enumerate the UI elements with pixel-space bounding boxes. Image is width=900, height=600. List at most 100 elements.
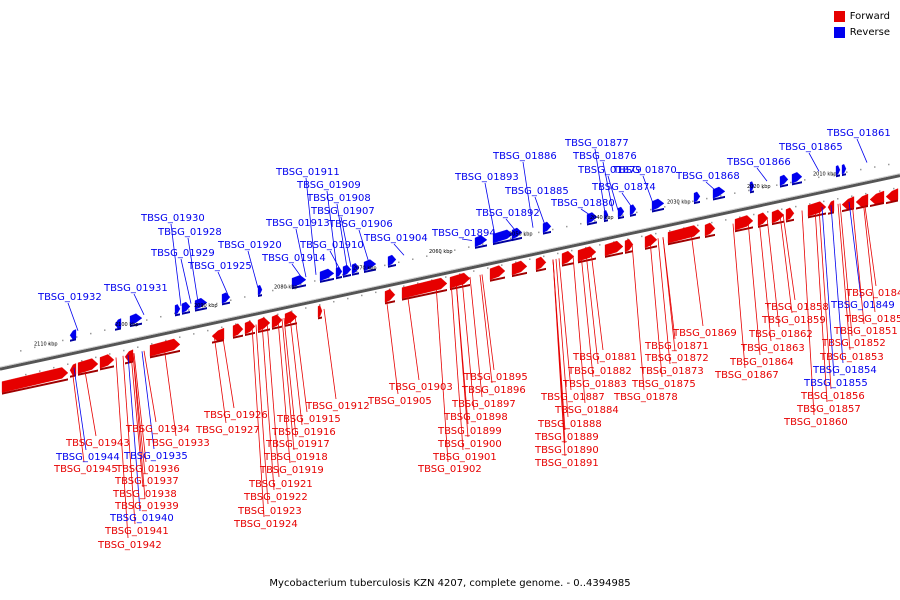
- gene-label: TBSG_01864: [729, 357, 794, 368]
- leader-line: [217, 271, 229, 296]
- leader-line: [323, 308, 337, 400]
- gene-arrow: [317, 305, 323, 318]
- leader-line: [479, 274, 493, 384]
- leader-line: [67, 302, 79, 331]
- leader-line: [801, 210, 815, 416]
- gene-label: TBSG_01868: [675, 171, 740, 182]
- genome-caption: Mycobacterium tuberculosis KZN 4207, com…: [269, 578, 631, 589]
- leader-line: [642, 175, 654, 204]
- lane-dot: [403, 285, 405, 287]
- leader-line: [580, 253, 594, 378]
- leader-line: [484, 182, 496, 236]
- gene-arrow-shadow: [336, 275, 342, 280]
- lane-dot: [762, 187, 764, 189]
- leader-line: [132, 353, 146, 500]
- lane-dot: [417, 282, 419, 284]
- leader-line: [821, 206, 835, 377]
- axis-tick-label: 2020 kbp: [747, 184, 771, 190]
- lane-dot: [818, 176, 820, 179]
- lane-dot: [53, 366, 55, 369]
- gene-arrow: [489, 265, 506, 280]
- gene-label: TBSG_01871: [644, 341, 709, 352]
- gene-label: TBSG_01859: [761, 315, 826, 326]
- leader-line: [295, 228, 307, 278]
- lane-dot: [20, 350, 22, 352]
- gene-label: TBSG_01849: [830, 300, 895, 311]
- gene-arrow: [99, 354, 115, 369]
- gene-label: TBSG_01899: [437, 426, 502, 437]
- axis-tick-label: 2100 kbp: [115, 322, 139, 328]
- gene-arrow: [704, 222, 716, 237]
- leader-line: [657, 238, 671, 365]
- axis-tick-label: 2030 kbp: [667, 199, 691, 205]
- gene-label: TBSG_01887: [540, 392, 605, 403]
- legend: Forward Reverse: [833, 8, 890, 40]
- lane-dot: [188, 309, 190, 311]
- gene-arrow: [604, 240, 624, 257]
- gene-arrow: [771, 209, 785, 224]
- lane-dot: [622, 214, 624, 216]
- lane-dot: [25, 373, 27, 376]
- gene-arrow-shadow: [388, 264, 396, 268]
- lane-dot: [832, 173, 834, 176]
- gene-label: TBSG_01911: [275, 167, 340, 178]
- leader-line: [818, 207, 832, 390]
- gene-arrow-shadow: [233, 334, 243, 339]
- leader-line: [662, 237, 676, 352]
- gene-arrow-shadow: [587, 221, 597, 226]
- gene-arrow-shadow: [100, 365, 114, 371]
- leader-line: [127, 354, 141, 512]
- gene-label: TBSG_01943: [65, 438, 130, 449]
- gene-arrow-shadow: [842, 207, 854, 213]
- gene-label: TBSG_01933: [145, 438, 210, 449]
- gene-label: TBSG_01878: [613, 392, 678, 403]
- lane-dot: [216, 302, 218, 305]
- gene-label: TBSG_01876: [572, 151, 637, 162]
- lane-dot: [67, 363, 69, 365]
- lane-dot: [454, 249, 456, 251]
- lane-dot: [552, 228, 554, 231]
- gene-arrow: [841, 196, 855, 211]
- forward-swatch: [833, 10, 845, 22]
- leader-line: [461, 278, 475, 411]
- axis-tick-label: 2060 kbp: [429, 249, 453, 255]
- gene-arrow: [535, 256, 547, 271]
- gene-label: TBSG_01886: [492, 151, 557, 162]
- gene-label: TBSG_01889: [534, 432, 599, 443]
- gene-arrow-shadow: [512, 236, 522, 242]
- lane-dot: [90, 332, 92, 335]
- gene-arrow-shadow: [318, 316, 322, 320]
- lane-dot: [781, 208, 783, 210]
- lane-dot: [160, 315, 162, 318]
- gene-arrow-shadow: [652, 207, 664, 213]
- leader-line: [133, 353, 147, 463]
- axis-highlight: [0, 173, 900, 368]
- gene-label: TBSG_01896: [461, 385, 526, 396]
- gene-label: TBSG_01940: [109, 513, 174, 524]
- lane-dot: [888, 163, 890, 166]
- gene-label: TBSG_01862: [748, 329, 813, 340]
- lane-dot: [146, 319, 148, 321]
- gene-arrow-shadow: [475, 244, 487, 249]
- gene-label: TBSG_01934: [125, 424, 190, 435]
- lane-dot: [384, 264, 386, 267]
- lane-dot: [636, 211, 638, 214]
- lane-dot: [482, 243, 484, 245]
- leader-line: [122, 355, 136, 525]
- leader-line: [130, 353, 144, 488]
- gene-label: TBSG_01882: [567, 366, 632, 377]
- lane-dot: [501, 264, 503, 266]
- axis-tick-label: 2110 kbp: [34, 342, 58, 348]
- gene-label: TBSG_01928: [157, 227, 222, 238]
- gene-arrow: [384, 289, 396, 303]
- leader-line: [143, 350, 157, 423]
- gene-arrow: [734, 215, 754, 231]
- gene-arrow-shadow: [605, 252, 623, 258]
- gene-label: TBSG_01919: [259, 465, 324, 476]
- leader-line: [690, 231, 704, 327]
- legend-reverse: Reverse: [833, 24, 890, 40]
- gene-label: TBSG_01920: [217, 240, 282, 251]
- leader-line: [289, 316, 303, 426]
- gene-arrow: [644, 234, 658, 249]
- leader-line: [782, 214, 796, 301]
